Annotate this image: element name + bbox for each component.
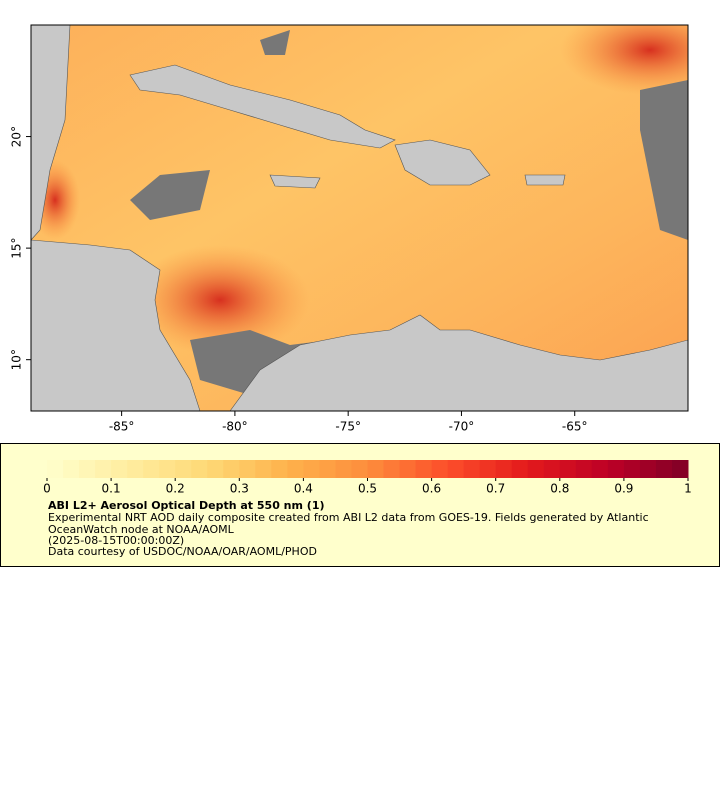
colorbar-swatch xyxy=(351,460,368,478)
colorbar-swatch xyxy=(591,460,609,478)
aerosol-plume xyxy=(130,245,310,355)
legend-summary: Experimental NRT AOD daily composite cre… xyxy=(48,511,649,524)
colorbar-swatch xyxy=(127,460,144,478)
colorbar-swatch xyxy=(47,460,64,478)
colorbar-swatch xyxy=(639,460,657,478)
colorbar-swatch xyxy=(415,460,433,478)
y-tick-label: 10° xyxy=(10,349,24,370)
colorbar-tick-label: 0.6 xyxy=(422,482,441,496)
colorbar-swatch xyxy=(239,460,256,478)
colorbar-tick-label: 1 xyxy=(684,482,692,496)
colorbar-swatch xyxy=(303,460,320,478)
colorbar-tick-label: 0 xyxy=(43,482,51,496)
x-tick-label: -80° xyxy=(222,420,248,434)
colorbar-swatch xyxy=(79,460,96,478)
land xyxy=(31,25,688,411)
colorbar-swatch xyxy=(543,460,561,478)
x-tick-label: -85° xyxy=(109,420,135,434)
legend-summary: OceanWatch node at NOAA/AOML xyxy=(48,523,235,536)
x-tick-label: -70° xyxy=(449,420,475,434)
x-tick-label: -65° xyxy=(562,420,588,434)
colorbar-swatch xyxy=(383,460,401,478)
colorbar-swatch xyxy=(159,460,176,478)
colorbar-swatch xyxy=(431,460,449,478)
colorbar-tick-label: 0.5 xyxy=(358,482,377,496)
y-tick-label: 15° xyxy=(10,237,24,258)
colorbar-swatch xyxy=(191,460,208,478)
colorbar-swatch xyxy=(175,460,192,478)
colorbar-swatch xyxy=(223,460,240,478)
colorbar-swatch xyxy=(447,460,465,478)
colorbar-swatch xyxy=(671,460,689,478)
colorbar-swatch xyxy=(511,460,529,478)
x-tick-label: -75° xyxy=(335,420,361,434)
colorbar-swatch xyxy=(463,460,481,478)
colorbar-swatch xyxy=(335,460,352,478)
legend-title: ABI L2+ Aerosol Optical Depth at 550 nm … xyxy=(48,499,325,512)
colorbar-swatch xyxy=(207,460,224,478)
y-tick-label: 20° xyxy=(10,126,24,147)
colorbar-swatch xyxy=(95,460,112,478)
colorbar-swatch xyxy=(527,460,545,478)
colorbar-tick-label: 0.9 xyxy=(614,482,633,496)
colorbar-swatch xyxy=(479,460,497,478)
colorbar-swatch xyxy=(111,460,128,478)
colorbar-swatch xyxy=(255,460,272,478)
colorbar-tick-label: 0.4 xyxy=(294,482,313,496)
colorbar-swatch xyxy=(367,460,385,478)
map-frame xyxy=(30,24,689,412)
legend-time: (2025-08-15T00:00:00Z) xyxy=(48,534,184,547)
colorbar-swatch xyxy=(623,460,641,478)
aerosol-plume xyxy=(560,25,688,95)
colorbar-swatch xyxy=(399,460,417,478)
colorbar-swatch xyxy=(495,460,513,478)
colorbar-swatch xyxy=(319,460,336,478)
colorbar-tick-label: 0.2 xyxy=(166,482,185,496)
colorbar-swatch xyxy=(271,460,288,478)
colorbar-swatch xyxy=(655,460,673,478)
colorbar-swatch xyxy=(63,460,80,478)
colorbar-tick-label: 0.3 xyxy=(230,482,249,496)
colorbar-swatch xyxy=(287,460,304,478)
colorbar-tick-label: 0.1 xyxy=(102,482,121,496)
map xyxy=(31,25,688,411)
legend-credit: Data courtesy of USDOC/NOAA/OAR/AOML/PHO… xyxy=(48,545,317,558)
colorbar-swatch xyxy=(607,460,625,478)
colorbar-tick-label: 0.8 xyxy=(550,482,569,496)
colorbar-tick-label: 0.7 xyxy=(486,482,505,496)
colorbar-swatch xyxy=(575,460,593,478)
colorbar-swatch xyxy=(559,460,577,478)
colorbar-swatch xyxy=(143,460,160,478)
